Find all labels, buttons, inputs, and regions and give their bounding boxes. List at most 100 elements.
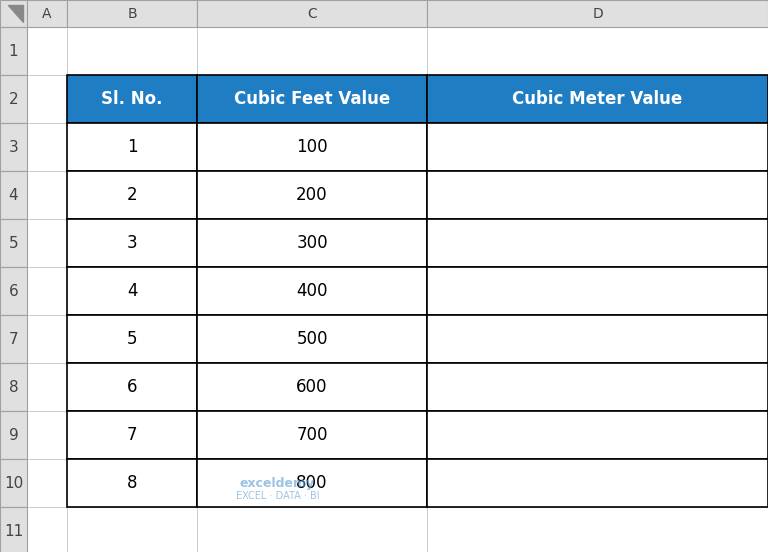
Text: 2: 2: [8, 92, 18, 107]
Text: 3: 3: [127, 234, 137, 252]
Text: 400: 400: [296, 282, 328, 300]
Bar: [0, 75, 27, 123]
Bar: [197, 219, 427, 267]
Bar: [67, 363, 197, 411]
Text: 5: 5: [127, 330, 137, 348]
Text: 8: 8: [8, 380, 18, 395]
Bar: [197, 507, 427, 552]
Bar: [67, 267, 197, 315]
Bar: [0, 267, 27, 315]
Text: 1: 1: [8, 44, 18, 59]
Text: D: D: [592, 7, 603, 20]
Text: 600: 600: [296, 378, 328, 396]
Text: exceldemy: exceldemy: [240, 477, 315, 491]
Bar: [67, 411, 197, 459]
Bar: [67, 267, 197, 315]
Bar: [67, 75, 197, 123]
Bar: [67, 363, 197, 411]
Bar: [427, 315, 768, 363]
Bar: [197, 267, 427, 315]
Bar: [67, 75, 197, 123]
Bar: [27, 171, 67, 219]
Bar: [427, 0, 768, 27]
Text: 800: 800: [296, 474, 328, 492]
Text: 4: 4: [127, 282, 137, 300]
Bar: [427, 411, 768, 459]
Text: 4: 4: [8, 188, 18, 203]
Bar: [197, 411, 427, 459]
Bar: [27, 315, 67, 363]
Bar: [197, 411, 427, 459]
Text: 7: 7: [127, 426, 137, 444]
Bar: [27, 507, 67, 552]
Bar: [0, 171, 27, 219]
Bar: [197, 315, 427, 363]
Bar: [427, 171, 768, 219]
Text: 300: 300: [296, 234, 328, 252]
Bar: [27, 411, 67, 459]
Bar: [427, 123, 768, 171]
Bar: [0, 219, 27, 267]
Polygon shape: [8, 6, 23, 22]
Text: 10: 10: [4, 475, 23, 491]
Text: 9: 9: [8, 427, 18, 443]
Text: 6: 6: [8, 284, 18, 299]
Bar: [67, 171, 197, 219]
Text: B: B: [127, 7, 137, 20]
Bar: [427, 75, 768, 123]
Bar: [67, 171, 197, 219]
Bar: [427, 219, 768, 267]
Bar: [27, 75, 67, 123]
Bar: [67, 27, 197, 75]
Text: 8: 8: [127, 474, 137, 492]
Bar: [197, 27, 427, 75]
Text: Sl. No.: Sl. No.: [101, 90, 163, 108]
Bar: [67, 0, 197, 27]
Bar: [427, 315, 768, 363]
Bar: [427, 411, 768, 459]
Bar: [197, 363, 427, 411]
Bar: [427, 123, 768, 171]
Bar: [27, 363, 67, 411]
Text: 500: 500: [296, 330, 328, 348]
Bar: [197, 123, 427, 171]
Bar: [197, 171, 427, 219]
Bar: [67, 123, 197, 171]
Bar: [427, 363, 768, 411]
Bar: [0, 363, 27, 411]
Text: 200: 200: [296, 186, 328, 204]
Bar: [0, 0, 27, 27]
Bar: [0, 123, 27, 171]
Bar: [0, 315, 27, 363]
Bar: [427, 363, 768, 411]
Text: Cubic Meter Value: Cubic Meter Value: [512, 90, 683, 108]
Bar: [0, 459, 27, 507]
Bar: [27, 27, 67, 75]
Bar: [197, 75, 427, 123]
Bar: [427, 459, 768, 507]
Bar: [427, 27, 768, 75]
Text: C: C: [307, 7, 317, 20]
Bar: [27, 267, 67, 315]
Text: 5: 5: [8, 236, 18, 251]
Bar: [27, 219, 67, 267]
Bar: [197, 0, 427, 27]
Bar: [427, 267, 768, 315]
Bar: [427, 75, 768, 123]
Text: 1: 1: [127, 138, 137, 156]
Bar: [197, 171, 427, 219]
Bar: [67, 219, 197, 267]
Bar: [67, 315, 197, 363]
Text: A: A: [42, 7, 51, 20]
Text: 2: 2: [127, 186, 137, 204]
Bar: [27, 459, 67, 507]
Bar: [67, 507, 197, 552]
Bar: [197, 315, 427, 363]
Bar: [27, 123, 67, 171]
Text: 700: 700: [296, 426, 328, 444]
Text: Cubic Feet Value: Cubic Feet Value: [234, 90, 390, 108]
Bar: [197, 123, 427, 171]
Bar: [427, 171, 768, 219]
Bar: [197, 219, 427, 267]
Bar: [197, 75, 427, 123]
